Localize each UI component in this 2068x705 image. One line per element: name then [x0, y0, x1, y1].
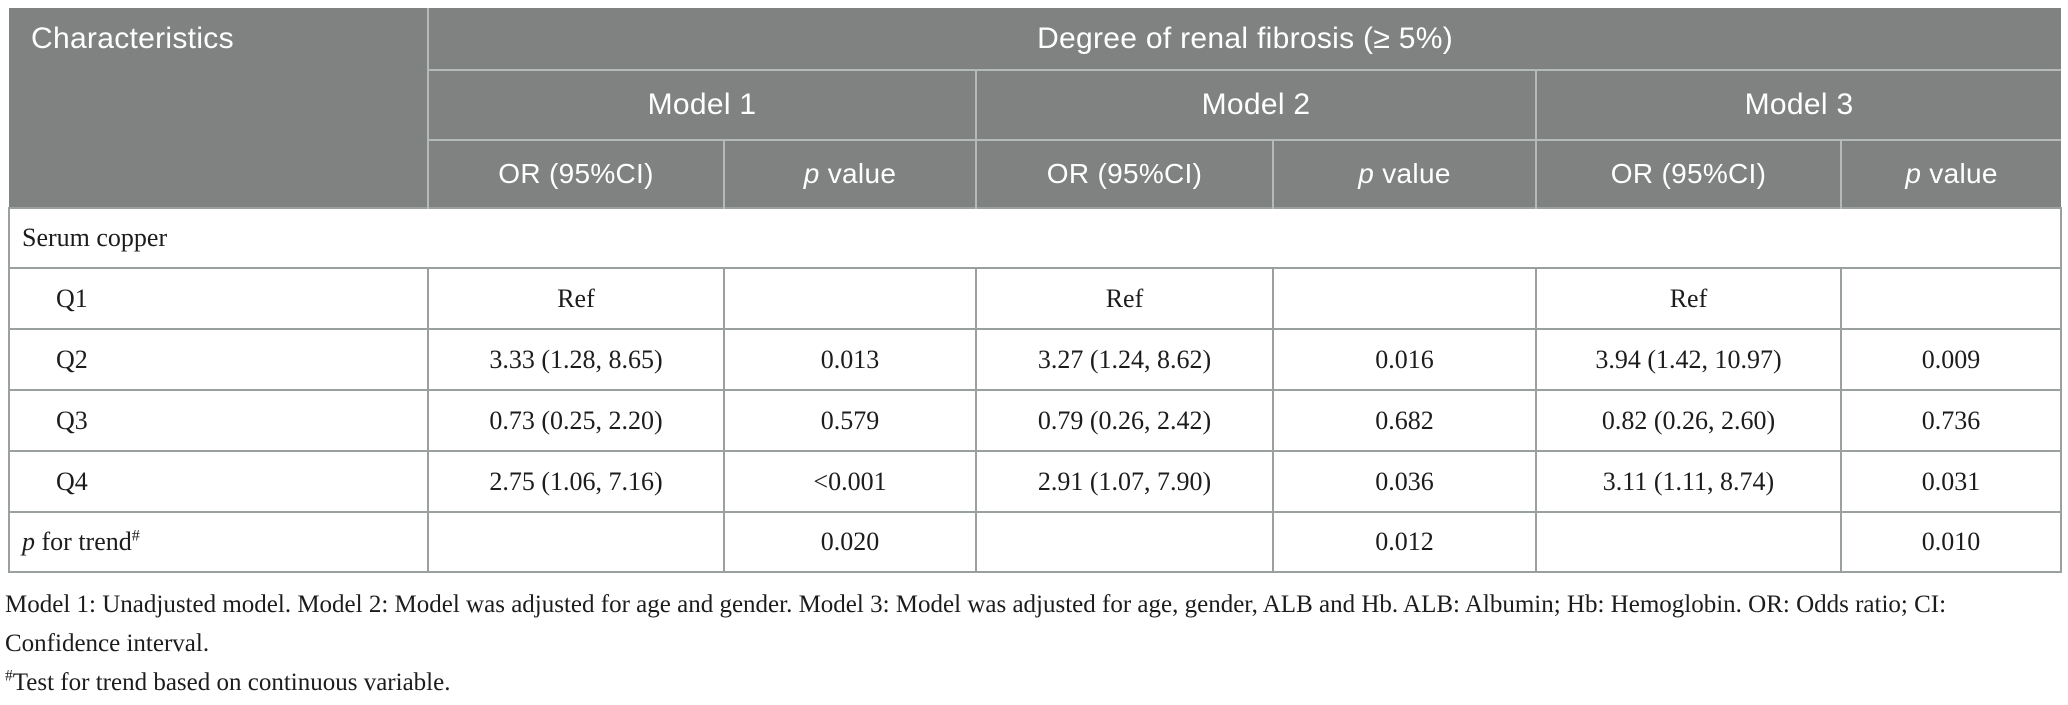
table-header: Characteristics Degree of renal fibrosis…	[9, 8, 2062, 208]
header-row-measures: OR (95%CI) p value OR (95%CI) p value OR…	[9, 140, 2062, 208]
p-value-cell: 0.736	[1839, 389, 2063, 452]
p-value-cell: 0.009	[1839, 328, 2063, 391]
p-value-cell: 0.013	[723, 328, 977, 391]
p-value-cell: 0.579	[723, 389, 977, 452]
footnotes: Model 1: Unadjusted model. Model 2: Mode…	[5, 585, 2061, 702]
hash-superscript: #	[5, 667, 13, 685]
model-2-header: Model 2	[975, 70, 1536, 141]
spanning-title-header: Degree of renal fibrosis (≥ 5%)	[426, 8, 2062, 71]
p-italic: p	[1358, 158, 1375, 189]
table-row-serum-copper: Serum copper	[7, 207, 2063, 269]
p-italic: p	[22, 527, 35, 556]
trend-test-note: #Test for trend based on continuous vari…	[5, 663, 2061, 702]
section-label: Serum copper	[7, 207, 2063, 269]
table-row-q4: Q4 2.75 (1.06, 7.16) <0.001 2.91 (1.07, …	[8, 450, 2063, 513]
table-row-q3: Q3 0.73 (0.25, 2.20) 0.579 0.79 (0.26, 2…	[8, 389, 2063, 452]
model-2-or-header: OR (95%CI)	[975, 140, 1273, 208]
row-label: Q4	[8, 450, 429, 513]
table-row-q2: Q2 3.33 (1.28, 8.65) 0.013 3.27 (1.24, 8…	[8, 328, 2063, 391]
p-value-cell	[723, 267, 977, 330]
or-value-cell: 0.79 (0.26, 2.42)	[975, 389, 1274, 452]
p-value-cell: 0.010	[1839, 511, 2063, 573]
or-value-cell: 3.33 (1.28, 8.65)	[427, 328, 725, 391]
p-rest: value	[819, 158, 897, 189]
p-value-cell: 0.682	[1272, 389, 1537, 452]
model-3-header: Model 3	[1534, 70, 2062, 141]
header-row-models: Model 1 Model 2 Model 3	[9, 70, 2062, 141]
p-rest: value	[1374, 158, 1451, 189]
model-1-header: Model 1	[427, 70, 976, 141]
table-row-q1: Q1 Ref Ref Ref	[8, 267, 2063, 330]
hash-superscript: #	[131, 527, 140, 545]
model-3-or-header: OR (95%CI)	[1535, 140, 1841, 208]
p-value-cell: 0.031	[1839, 450, 2063, 513]
or-value-cell: Ref	[975, 267, 1274, 330]
p-value-cell	[1839, 267, 2063, 330]
p-italic: p	[1905, 158, 1922, 189]
model-note-text: Model 1: Unadjusted model. Model 2: Mode…	[5, 591, 1947, 657]
header-row-title: Characteristics Degree of renal fibrosis…	[9, 8, 2062, 208]
or-value-cell: 3.11 (1.11, 8.74)	[1535, 450, 1842, 513]
trend-note-text: Test for trend based on continuous varia…	[12, 669, 451, 696]
or-value-cell	[1535, 511, 1842, 573]
or-value-cell: 0.73 (0.25, 2.20)	[427, 389, 725, 452]
row-label: Q3	[8, 389, 429, 452]
or-value-cell: 2.75 (1.06, 7.16)	[427, 450, 725, 513]
row-label: Q1	[8, 267, 429, 330]
characteristics-header: Characteristics	[9, 8, 428, 208]
or-value-cell: 2.91 (1.07, 7.90)	[975, 450, 1274, 513]
model-definitions-note: Model 1: Unadjusted model. Model 2: Mode…	[5, 585, 2061, 663]
row-label: p for trend#	[8, 511, 429, 573]
p-value-cell: 0.016	[1272, 328, 1537, 391]
p-rest: value	[1921, 158, 1998, 189]
p-value-cell: <0.001	[723, 450, 977, 513]
or-value-cell: 3.94 (1.42, 10.97)	[1535, 328, 1842, 391]
row-label: Q2	[8, 328, 429, 391]
p-value-cell	[1272, 267, 1537, 330]
or-value-cell	[975, 511, 1274, 573]
table-body: Serum copper Q1 Ref Ref Ref Q2 3.33 (1.2…	[7, 207, 2063, 573]
p-value-cell: 0.012	[1272, 511, 1537, 573]
p-italic: p	[803, 158, 820, 189]
model-3-pvalue-header: p value	[1839, 140, 2062, 208]
table-row-p-for-trend: p for trend# 0.020 0.012 0.010	[8, 511, 2063, 573]
or-value-cell	[427, 511, 725, 573]
or-value-cell: Ref	[1535, 267, 1842, 330]
or-value-cell: Ref	[427, 267, 725, 330]
model-2-pvalue-header: p value	[1272, 140, 1536, 208]
p-value-cell: 0.036	[1272, 450, 1537, 513]
or-value-cell: 0.82 (0.26, 2.60)	[1535, 389, 1842, 452]
model-1-or-header: OR (95%CI)	[427, 140, 724, 208]
or-value-cell: 3.27 (1.24, 8.62)	[975, 328, 1274, 391]
model-1-pvalue-header: p value	[723, 140, 976, 208]
trend-label-text: for trend	[35, 527, 132, 556]
p-value-cell: 0.020	[723, 511, 977, 573]
renal-fibrosis-regression-table: Characteristics Degree of renal fibrosis…	[7, 8, 2063, 573]
